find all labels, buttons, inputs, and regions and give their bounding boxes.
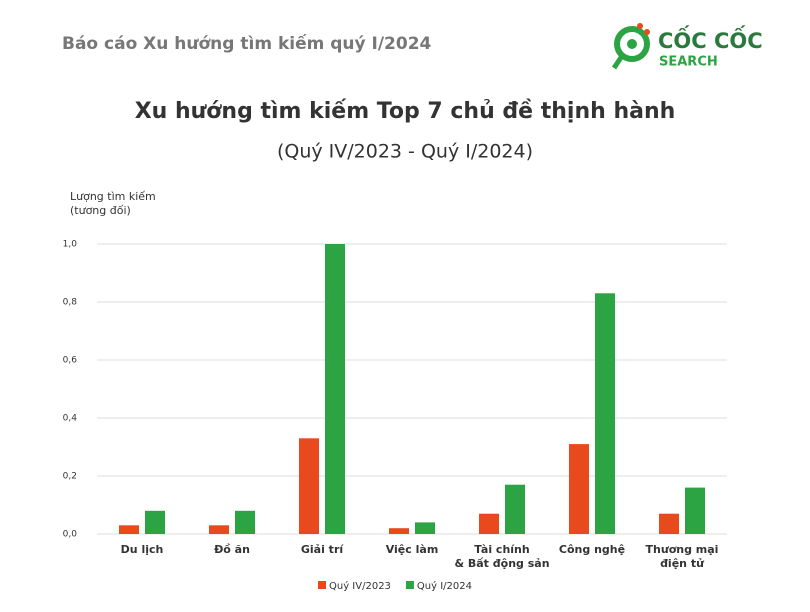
y-tick-label: 0,2 [63,472,77,482]
chart-title: Xu hướng tìm kiếm Top 7 chủ đề thịnh hàn… [135,99,676,124]
y-tick-label: 0,0 [63,530,78,540]
bar [299,438,319,534]
x-tick-label: Việc làm [385,543,439,556]
logo-name: CỐC CỐC [658,25,763,53]
logo-tagline: SEARCH [659,55,718,70]
chart-subtitle: (Quý IV/2023 - Quý I/2024) [277,141,533,163]
bar [685,487,705,534]
x-tick-label: Công nghệ [558,543,626,556]
logo-icon [611,23,650,70]
x-tick-label: Du lịch [120,543,164,556]
x-tick-label: Giải trí [300,543,344,556]
x-tick-label: Đồ ăn [214,543,250,556]
legend-label: Quý IV/2023 [329,580,391,592]
x-tick-label: Tài chính & Bất động sản [454,543,550,570]
bar [389,528,409,534]
y-tick-label: 0,6 [63,356,78,366]
bar [119,525,139,534]
bar [505,484,525,534]
legend-swatch [318,581,326,589]
bar [235,510,255,534]
bar [325,244,345,534]
bar [145,510,165,534]
x-tick-label: Thương mại điện tử [645,543,719,570]
bar [595,293,615,534]
y-tick-label: 0,8 [63,298,78,308]
bar [209,525,229,534]
report-title: Báo cáo Xu hướng tìm kiếm quý I/2024 [62,33,432,54]
legend-swatch [405,581,414,589]
y-tick-label: 0,4 [63,414,78,424]
y-axis-label: Lượng tìm kiếm (tương đối) [70,190,156,217]
bar [569,444,589,534]
legend-label: Quý I/2024 [417,580,472,592]
bar [659,513,679,534]
y-tick-label: 1,0 [63,240,78,250]
bar [479,513,499,534]
bar [415,522,435,534]
